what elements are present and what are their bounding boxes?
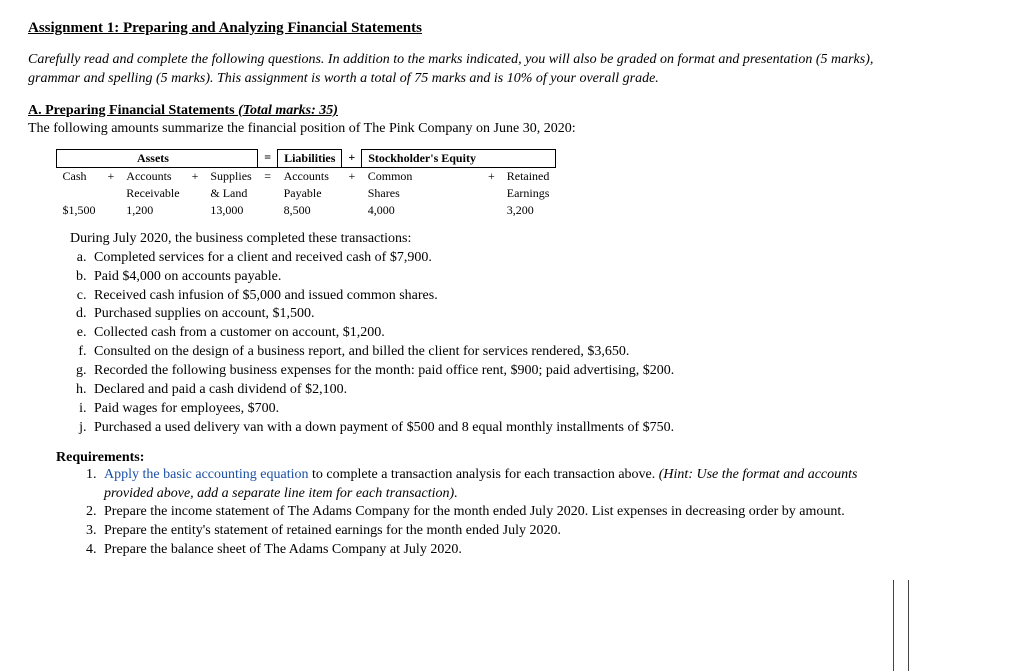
- assignment-title: Assignment 1: Preparing and Analyzing Fi…: [28, 20, 898, 37]
- section-a-subtext: The following amounts summarize the fina…: [28, 121, 898, 137]
- val-common: 4,000: [362, 202, 482, 219]
- op-plus: +: [186, 167, 205, 185]
- col-supplies-2: & Land: [210, 186, 247, 200]
- requirements-heading: Requirements:: [56, 450, 898, 466]
- val-re: 3,200: [501, 202, 556, 219]
- section-a-heading: A. Preparing Financial Statements (Total…: [28, 103, 898, 119]
- op-eq: =: [258, 167, 278, 185]
- transactions-intro: During July 2020, the business completed…: [70, 231, 898, 247]
- list-item: Apply the basic accounting equation to c…: [100, 466, 898, 504]
- op-plus: +: [482, 167, 501, 185]
- col-common-2: Shares: [368, 186, 400, 200]
- list-item: Consulted on the design of a business re…: [90, 343, 898, 362]
- op-plus: +: [342, 149, 362, 167]
- op-eq: =: [258, 149, 278, 167]
- list-item: Purchased supplies on account, $1,500.: [90, 305, 898, 324]
- financial-position-table: Assets = Liabilities + Stockholder's Equ…: [56, 149, 556, 219]
- col-ap-2: Payable: [284, 186, 322, 200]
- req1-rest: to complete a transaction analysis for e…: [309, 467, 659, 482]
- list-item: Purchased a used delivery van with a dow…: [90, 419, 898, 438]
- accounting-equation-link[interactable]: Apply the basic accounting equation: [104, 467, 309, 482]
- col-re-2: Earnings: [507, 186, 550, 200]
- list-item: Collected cash from a customer on accoun…: [90, 324, 898, 343]
- list-item: Prepare the balance sheet of The Adams C…: [100, 541, 898, 560]
- list-item: Paid $4,000 on accounts payable.: [90, 268, 898, 287]
- section-a-marks: (Total marks: 35): [238, 103, 338, 118]
- header-equity: Stockholder's Equity: [362, 149, 482, 167]
- col-ar-1: Accounts: [126, 169, 171, 183]
- list-item: Declared and paid a cash dividend of $2,…: [90, 381, 898, 400]
- val-supplies: 13,000: [204, 202, 257, 219]
- col-common-1: Common: [368, 169, 413, 183]
- list-item: Completed services for a client and rece…: [90, 249, 898, 268]
- col-re-1: Retained: [507, 169, 550, 183]
- requirements-list: Apply the basic accounting equation to c…: [28, 466, 898, 560]
- col-ar-2: Receivable: [126, 186, 179, 200]
- header-assets: Assets: [120, 149, 185, 167]
- op-plus: +: [342, 167, 362, 185]
- intro-paragraph: Carefully read and complete the followin…: [28, 51, 898, 89]
- col-supplies-1: Supplies: [210, 169, 251, 183]
- val-ar: 1,200: [120, 202, 185, 219]
- list-item: Received cash infusion of $5,000 and iss…: [90, 287, 898, 306]
- val-cash: $1,500: [57, 202, 102, 219]
- header-liabilities: Liabilities: [278, 149, 342, 167]
- list-item: Paid wages for employees, $700.: [90, 400, 898, 419]
- section-a-prefix: A. Preparing Financial Statements: [28, 103, 238, 118]
- col-ap-1: Accounts: [284, 169, 329, 183]
- op-plus: +: [102, 167, 121, 185]
- list-item: Prepare the entity's statement of retain…: [100, 522, 898, 541]
- list-item: Recorded the following business expenses…: [90, 362, 898, 381]
- val-ap: 8,500: [278, 202, 342, 219]
- transactions-list: Completed services for a client and rece…: [28, 249, 898, 438]
- col-cash: Cash: [57, 167, 102, 185]
- document-page: Assignment 1: Preparing and Analyzing Fi…: [0, 0, 926, 580]
- list-item: Prepare the income statement of The Adam…: [100, 503, 898, 522]
